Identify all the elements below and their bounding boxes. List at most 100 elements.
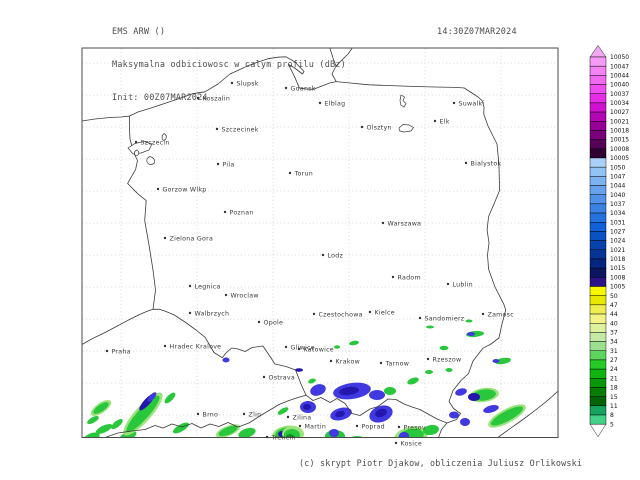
precip-blob: [329, 429, 339, 437]
city-label: Rzeszow: [433, 356, 462, 363]
city-dot: [297, 347, 301, 351]
city-label: Gdansk: [291, 85, 316, 92]
precip-blob: [455, 388, 467, 396]
city-label: Radom: [398, 274, 421, 281]
precip-blob: [173, 422, 189, 434]
map-frame: [81, 47, 559, 438]
city-label: Lublin: [453, 281, 473, 288]
colorbar-label: 1037: [610, 201, 625, 208]
city-label: Presov: [404, 424, 426, 431]
city-dot: [288, 171, 292, 175]
precip-blob: [492, 359, 500, 363]
city-label: Kosice: [401, 440, 423, 447]
colorbar-label: 1018: [610, 256, 625, 263]
city-label: Olsztyn: [367, 124, 392, 131]
city-dot: [452, 101, 456, 105]
coastal-islet: [161, 133, 167, 141]
colorbar-cell: [589, 341, 607, 351]
city-label: Tarnow: [385, 360, 410, 367]
graticule: [82, 48, 558, 438]
colorbar-cell: [589, 350, 607, 361]
lake-jeziorak: [399, 94, 407, 108]
colorbar-label: 18: [610, 385, 618, 392]
precip-blob: [93, 402, 109, 414]
city-dot: [284, 86, 288, 90]
colorbar-cell: [589, 295, 607, 306]
colorbar-label: 1008: [610, 274, 625, 281]
precip-blob: [111, 418, 123, 430]
city-label: Szczecin: [141, 139, 170, 146]
colorbar-cell: [589, 212, 607, 223]
city-label: Poprad: [362, 423, 385, 430]
precip-blob: [295, 368, 303, 372]
city-label: Trencin: [271, 434, 296, 441]
colorbar-label: 10044: [610, 72, 629, 79]
precip-blob: [95, 424, 113, 434]
city-dot: [188, 284, 192, 288]
precip-blob: [495, 357, 511, 365]
city-label: Opole: [264, 319, 284, 326]
city-dot: [321, 253, 325, 257]
colorbar-cell: [589, 378, 607, 388]
city-label: Zlin: [249, 411, 262, 418]
precip-blob: [303, 404, 311, 410]
city-label: Slupsk: [237, 80, 259, 87]
city-label: Poznan: [230, 209, 254, 216]
reflectivity-layer: [84, 319, 526, 438]
city-label: Torun: [294, 170, 313, 177]
colorbar-label: 50: [610, 293, 618, 300]
precip-blob: [339, 386, 359, 396]
colorbar-cell: [589, 93, 607, 104]
city-label: Gorzow Wlkp: [163, 186, 207, 193]
city-dot: [391, 275, 395, 279]
colorbar-cell: [589, 313, 607, 324]
colorbar-cell: [589, 396, 607, 407]
city-dot: [163, 236, 167, 240]
colorbar-label: 27: [610, 357, 618, 364]
plot-title: Maksymalna odbiciowosc w calym profilu (…: [112, 60, 346, 70]
colorbar-cell: [589, 176, 607, 186]
colorbar-label: 37: [610, 330, 618, 337]
lake-sniardwy: [398, 124, 415, 133]
colorbar-cell: [589, 267, 607, 278]
city-label: Elk: [440, 118, 450, 125]
colorbar-cell: [589, 231, 607, 241]
city-dot: [215, 127, 219, 131]
colorbar-label: 10018: [610, 128, 629, 135]
colorbar-label: 1044: [610, 183, 625, 190]
city-label: Suwalki: [459, 100, 485, 107]
german-czech-border: [81, 308, 154, 345]
colorbar-cell: [589, 286, 607, 296]
czech-slovak-border: [104, 394, 307, 438]
colorbar-arrow-top: [589, 45, 607, 58]
city-label: Elblag: [325, 100, 346, 107]
colorbar-label: 1047: [610, 173, 625, 180]
precip-blob: [222, 357, 230, 363]
precip-blob: [468, 393, 480, 401]
city-dot: [163, 344, 167, 348]
city-dot: [379, 361, 383, 365]
precip-blob: [334, 345, 340, 349]
colorbar-cell: [589, 332, 607, 342]
colorbar-label: 11: [610, 403, 618, 410]
colorbar-label: 1015: [610, 265, 625, 272]
city-label: Zilina: [293, 414, 312, 421]
city-dot: [433, 119, 437, 123]
colorbar-cell: [589, 185, 607, 195]
carpathian-border: [497, 391, 558, 438]
city-label: Lodz: [328, 252, 344, 259]
precip-blob: [238, 427, 256, 438]
precip-blob: [147, 392, 157, 402]
city-dot: [481, 312, 485, 316]
city-dot: [394, 441, 398, 445]
colorbar-label: 34: [610, 339, 618, 346]
colorbar-label: 5: [610, 421, 614, 428]
colorbar-cell: [589, 414, 607, 425]
city-label: Bialystok: [471, 160, 502, 167]
city-label: Katowice: [304, 346, 334, 353]
colorbar-cell: [589, 304, 607, 315]
colorbar-label: 31: [610, 348, 618, 355]
city-dot: [426, 357, 430, 361]
precip-blob: [460, 418, 470, 426]
colorbar-cell: [589, 222, 607, 232]
